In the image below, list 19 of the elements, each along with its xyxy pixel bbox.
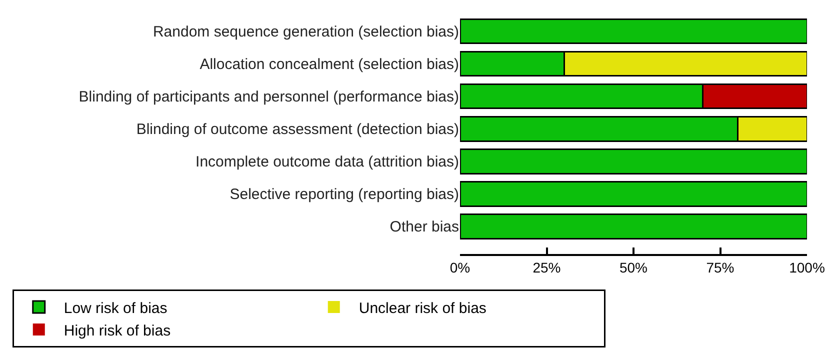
y-tick-label: Other bias [390, 218, 459, 236]
y-tick-label: Incomplete outcome data (attrition bias) [196, 154, 460, 171]
x-tick-label: 100% [789, 260, 825, 276]
legend-label: Low risk of bias [64, 300, 168, 317]
x-tick-label: 0% [450, 260, 470, 276]
y-tick-label: Blinding of participants and personnel (performance bias) [78, 88, 459, 106]
y-tick-label: Blinding of outcome assessment (detection bias) [136, 121, 459, 138]
bar [460, 180, 807, 207]
y-tick-label: Allocation concealment (selection bias) [200, 56, 459, 74]
bar [460, 148, 807, 174]
y-tick-label: Selective reporting (reporting bias) [230, 186, 459, 204]
y-tick-label: Random sequence generation (selection bias) [152, 24, 459, 41]
bar [460, 18, 807, 44]
legend-label: High risk of bias [64, 322, 171, 340]
x-tick-label: 75% [706, 260, 734, 276]
bar [460, 213, 807, 240]
x-tick-label: 50% [619, 260, 648, 276]
x-tick-label: 25% [532, 260, 561, 276]
legend-label: Unclear risk of bias [358, 300, 486, 317]
